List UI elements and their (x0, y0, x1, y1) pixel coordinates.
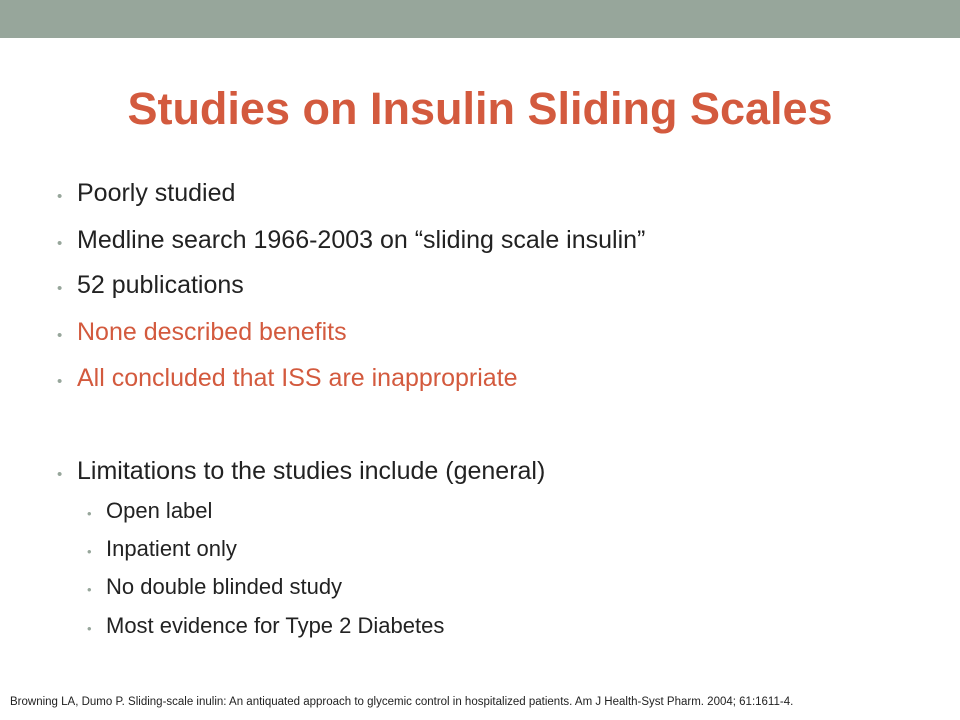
bullet-marker: • (57, 466, 63, 483)
bullet-marker: • (57, 373, 63, 390)
bullet-item: • 52 publications (57, 269, 244, 305)
sub-bullet-item: • No double blinded study (87, 573, 342, 604)
bullet-item: • Medline search 1966-2003 on “sliding s… (57, 224, 645, 260)
bullet-text: Poorly studied (77, 179, 236, 207)
sub-bullet-marker: • (87, 544, 92, 559)
sub-bullet-item: • Open label (87, 497, 212, 528)
sub-bullet-item: • Inpatient only (87, 535, 237, 566)
slide-title: Studies on Insulin Sliding Scales (127, 83, 833, 134)
bullet-text: Medline search 1966-2003 on “sliding sca… (77, 226, 646, 254)
bullet-marker: • (57, 235, 63, 252)
sub-bullet-text: No double blinded study (106, 574, 343, 599)
bullet-marker: • (57, 327, 63, 344)
bullet-text: All concluded that ISS are inappropriate (77, 364, 518, 392)
sub-bullet-text: Open label (106, 498, 213, 523)
sub-bullet-text: Most evidence for Type 2 Diabetes (106, 613, 445, 638)
top-accent-bar (0, 0, 960, 38)
sub-bullet-item: • Most evidence for Type 2 Diabetes (87, 612, 444, 643)
sub-bullet-marker: • (87, 582, 92, 597)
sub-bullet-text: Inpatient only (106, 536, 237, 561)
sub-bullet-marker: • (87, 621, 92, 636)
bullet-marker: • (57, 188, 63, 205)
bullet-text: None described benefits (77, 318, 347, 346)
bullet-item: • Limitations to the studies include (ge… (57, 455, 545, 491)
bullet-item: • Poorly studied (57, 177, 235, 213)
citation-footnote: Browning LA, Dumo P. Sliding-scale inuli… (10, 696, 794, 708)
bullet-text: Limitations to the studies include (gene… (77, 457, 546, 485)
sub-bullet-marker: • (87, 506, 92, 521)
bullet-list: • Poorly studied • Medline search 1966-2… (57, 0, 937, 720)
bullet-text: 52 publications (77, 271, 244, 299)
bullet-item-highlight: • All concluded that ISS are inappropria… (57, 362, 518, 398)
bullet-marker: • (57, 280, 63, 297)
bullet-item-highlight: • None described benefits (57, 316, 347, 352)
